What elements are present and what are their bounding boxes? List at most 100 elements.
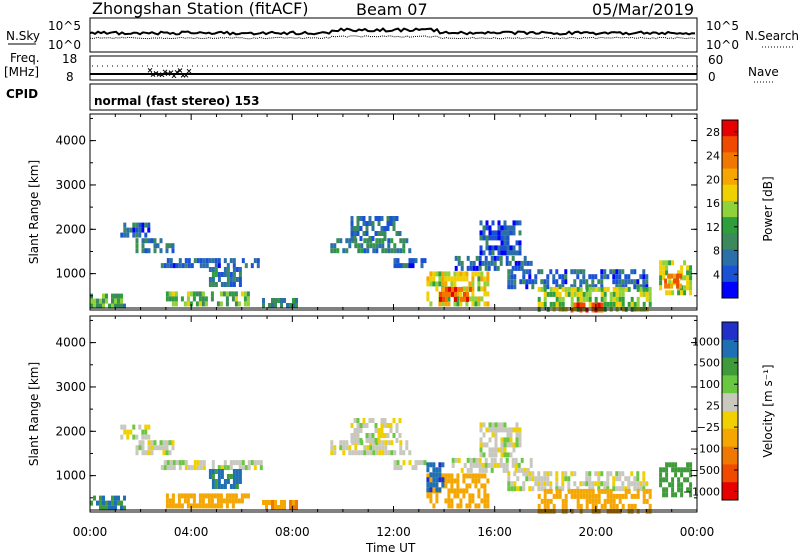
data-cell xyxy=(555,471,559,477)
data-cell xyxy=(189,301,193,307)
data-cell xyxy=(393,450,397,456)
data-cell xyxy=(171,296,175,302)
data-cell xyxy=(659,477,663,483)
data-cell xyxy=(342,248,346,254)
data-cell xyxy=(546,503,550,509)
data-cell xyxy=(480,483,484,489)
data-cell xyxy=(499,462,503,468)
data-cell xyxy=(105,505,108,511)
data-cell xyxy=(630,306,634,312)
data-cell xyxy=(181,460,185,466)
data-cell xyxy=(518,245,522,251)
data-cell xyxy=(686,462,690,468)
data-cell xyxy=(671,462,675,468)
data-cell xyxy=(381,445,385,451)
data-cell xyxy=(280,505,283,510)
data-cell xyxy=(636,476,640,482)
data-cell xyxy=(466,291,469,297)
data-cell xyxy=(135,243,139,249)
data-cell xyxy=(126,227,130,233)
data-cell xyxy=(481,260,485,266)
data-cell xyxy=(363,445,367,451)
data-cell xyxy=(477,473,481,479)
data-cell xyxy=(220,282,224,287)
data-cell xyxy=(363,248,367,254)
data-cell xyxy=(497,245,501,251)
data-cell xyxy=(591,274,595,280)
data-cell xyxy=(561,296,565,302)
data-cell xyxy=(585,503,589,509)
data-cell xyxy=(528,279,532,285)
data-cell xyxy=(165,450,169,456)
data-cell xyxy=(585,476,589,482)
data-cell xyxy=(211,465,215,471)
y-tick-label: 2000 xyxy=(55,222,86,236)
data-cell xyxy=(223,465,227,471)
data-cell xyxy=(165,445,169,451)
data-cell xyxy=(636,508,640,514)
data-cell xyxy=(238,272,242,277)
data-cell xyxy=(555,486,559,492)
data-cell xyxy=(183,498,187,504)
data-cell xyxy=(396,263,400,269)
data-cell xyxy=(390,450,394,456)
data-cell xyxy=(662,260,666,266)
data-cell xyxy=(491,447,495,453)
data-cell xyxy=(190,263,194,269)
data-cell xyxy=(531,471,535,477)
data-cell xyxy=(238,282,242,287)
data-cell xyxy=(488,452,492,458)
data-cell xyxy=(561,286,565,292)
data-cell xyxy=(357,248,361,254)
data-cell xyxy=(529,462,533,468)
data-cell xyxy=(381,450,385,456)
data-cell xyxy=(478,260,482,266)
data-cell xyxy=(474,483,478,489)
data-cell xyxy=(414,465,418,471)
data-cell xyxy=(689,290,693,296)
data-cell xyxy=(141,222,145,228)
data-cell xyxy=(371,236,375,241)
data-cell xyxy=(174,301,178,307)
data-cell xyxy=(609,498,613,504)
data-cell xyxy=(359,423,363,428)
data-cell xyxy=(615,486,619,492)
data-cell xyxy=(506,452,510,458)
data-cell xyxy=(362,216,366,221)
data-cell xyxy=(381,440,385,446)
data-cell xyxy=(235,460,239,466)
data-cell xyxy=(503,452,507,458)
data-cell xyxy=(451,286,454,292)
data-cell xyxy=(432,472,436,478)
data-cell xyxy=(522,471,526,477)
data-cell xyxy=(630,269,634,275)
data-cell xyxy=(174,291,178,297)
data-cell xyxy=(671,482,675,488)
data-cell xyxy=(529,457,533,463)
data-cell xyxy=(606,488,610,494)
data-cell xyxy=(570,284,574,290)
data-cell xyxy=(141,434,145,440)
data-cell xyxy=(96,298,99,304)
data-cell xyxy=(615,508,619,514)
data-cell xyxy=(386,216,390,221)
data-cell xyxy=(558,486,562,492)
data-cell xyxy=(129,429,133,435)
data-cell xyxy=(505,255,509,261)
data-cell xyxy=(582,296,586,302)
data-cell xyxy=(423,460,427,466)
data-cell xyxy=(211,469,215,474)
data-cell xyxy=(450,478,454,484)
data-cell xyxy=(609,493,613,499)
data-cell xyxy=(429,462,433,468)
data-cell xyxy=(522,486,526,492)
data-cell xyxy=(226,465,230,471)
data-cell xyxy=(429,498,433,504)
data-cell xyxy=(214,484,218,489)
data-cell xyxy=(138,222,142,228)
data-cell xyxy=(457,457,461,463)
data-cell xyxy=(558,488,562,494)
data-cell xyxy=(345,248,349,254)
data-cell xyxy=(168,450,172,456)
data-cell xyxy=(380,428,384,433)
